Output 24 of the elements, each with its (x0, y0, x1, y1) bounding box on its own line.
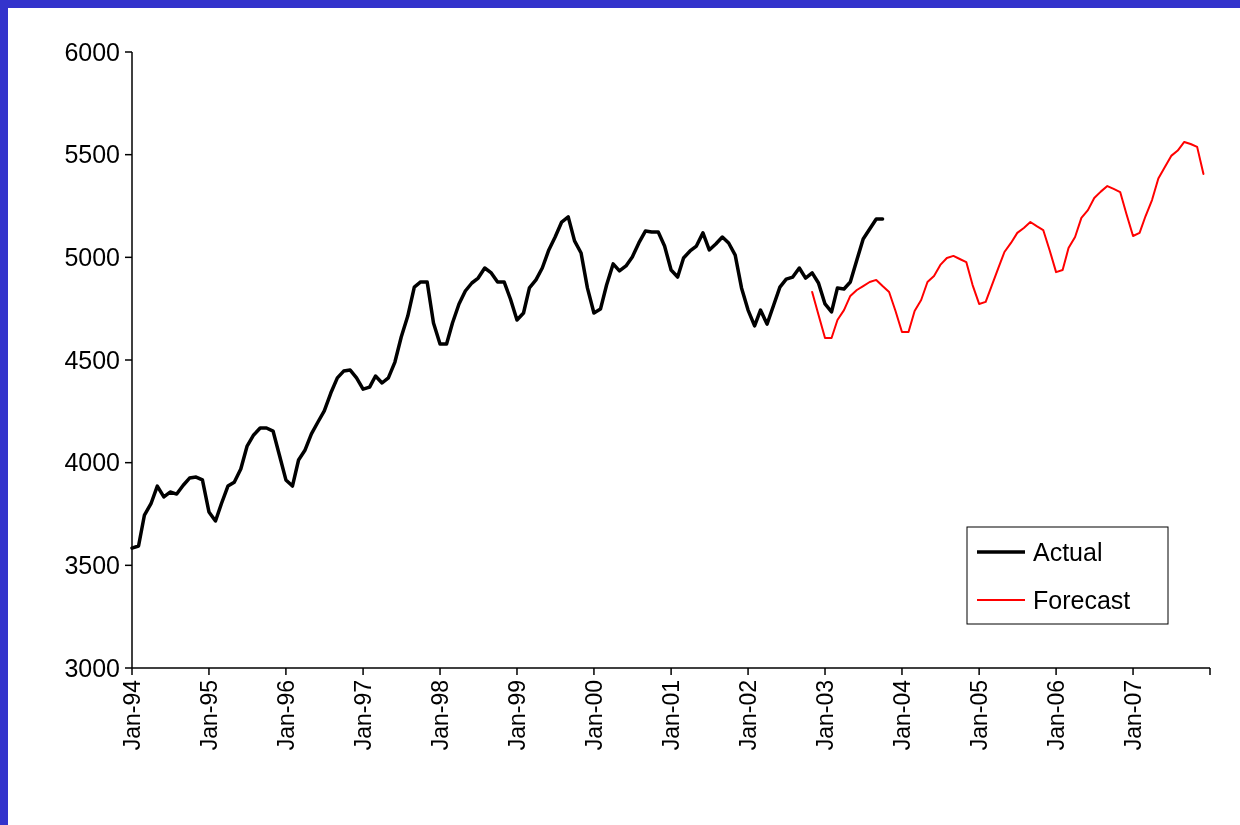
y-tick-label: 5000 (64, 243, 120, 272)
x-tick-label: Jan-97 (350, 680, 377, 751)
x-tick-label: Jan-96 (272, 680, 299, 751)
x-tick-label: Jan-06 (1043, 680, 1070, 751)
x-tick-label: Jan-95 (196, 680, 222, 751)
x-tick-label: Jan-03 (812, 680, 839, 751)
y-tick-label: 3500 (64, 551, 120, 580)
x-tick-label: Jan-98 (427, 680, 454, 751)
y-tick-label: 4000 (64, 448, 120, 477)
x-tick-label: Jan-05 (966, 680, 993, 751)
x-tick-label: Jan-00 (580, 680, 607, 751)
x-tick-label: Jan-02 (735, 680, 762, 751)
y-tick-label: 4500 (64, 345, 120, 374)
x-tick-label: Jan-04 (889, 679, 916, 751)
x-tick-label: Jan-99 (504, 680, 531, 751)
x-tick-label: Jan-07 (1120, 680, 1147, 751)
line-series (811, 140, 1205, 340)
y-tick-label: 6000 (64, 37, 120, 66)
x-tick-label: Jan-94 (119, 679, 146, 751)
y-tick-label: 3000 (64, 653, 120, 682)
y-tick-label: 5500 (64, 140, 120, 169)
x-tick-label: Jan-01 (658, 680, 685, 751)
legend-label: Forecast (1033, 585, 1131, 614)
legend-label: Actual (1033, 537, 1103, 566)
